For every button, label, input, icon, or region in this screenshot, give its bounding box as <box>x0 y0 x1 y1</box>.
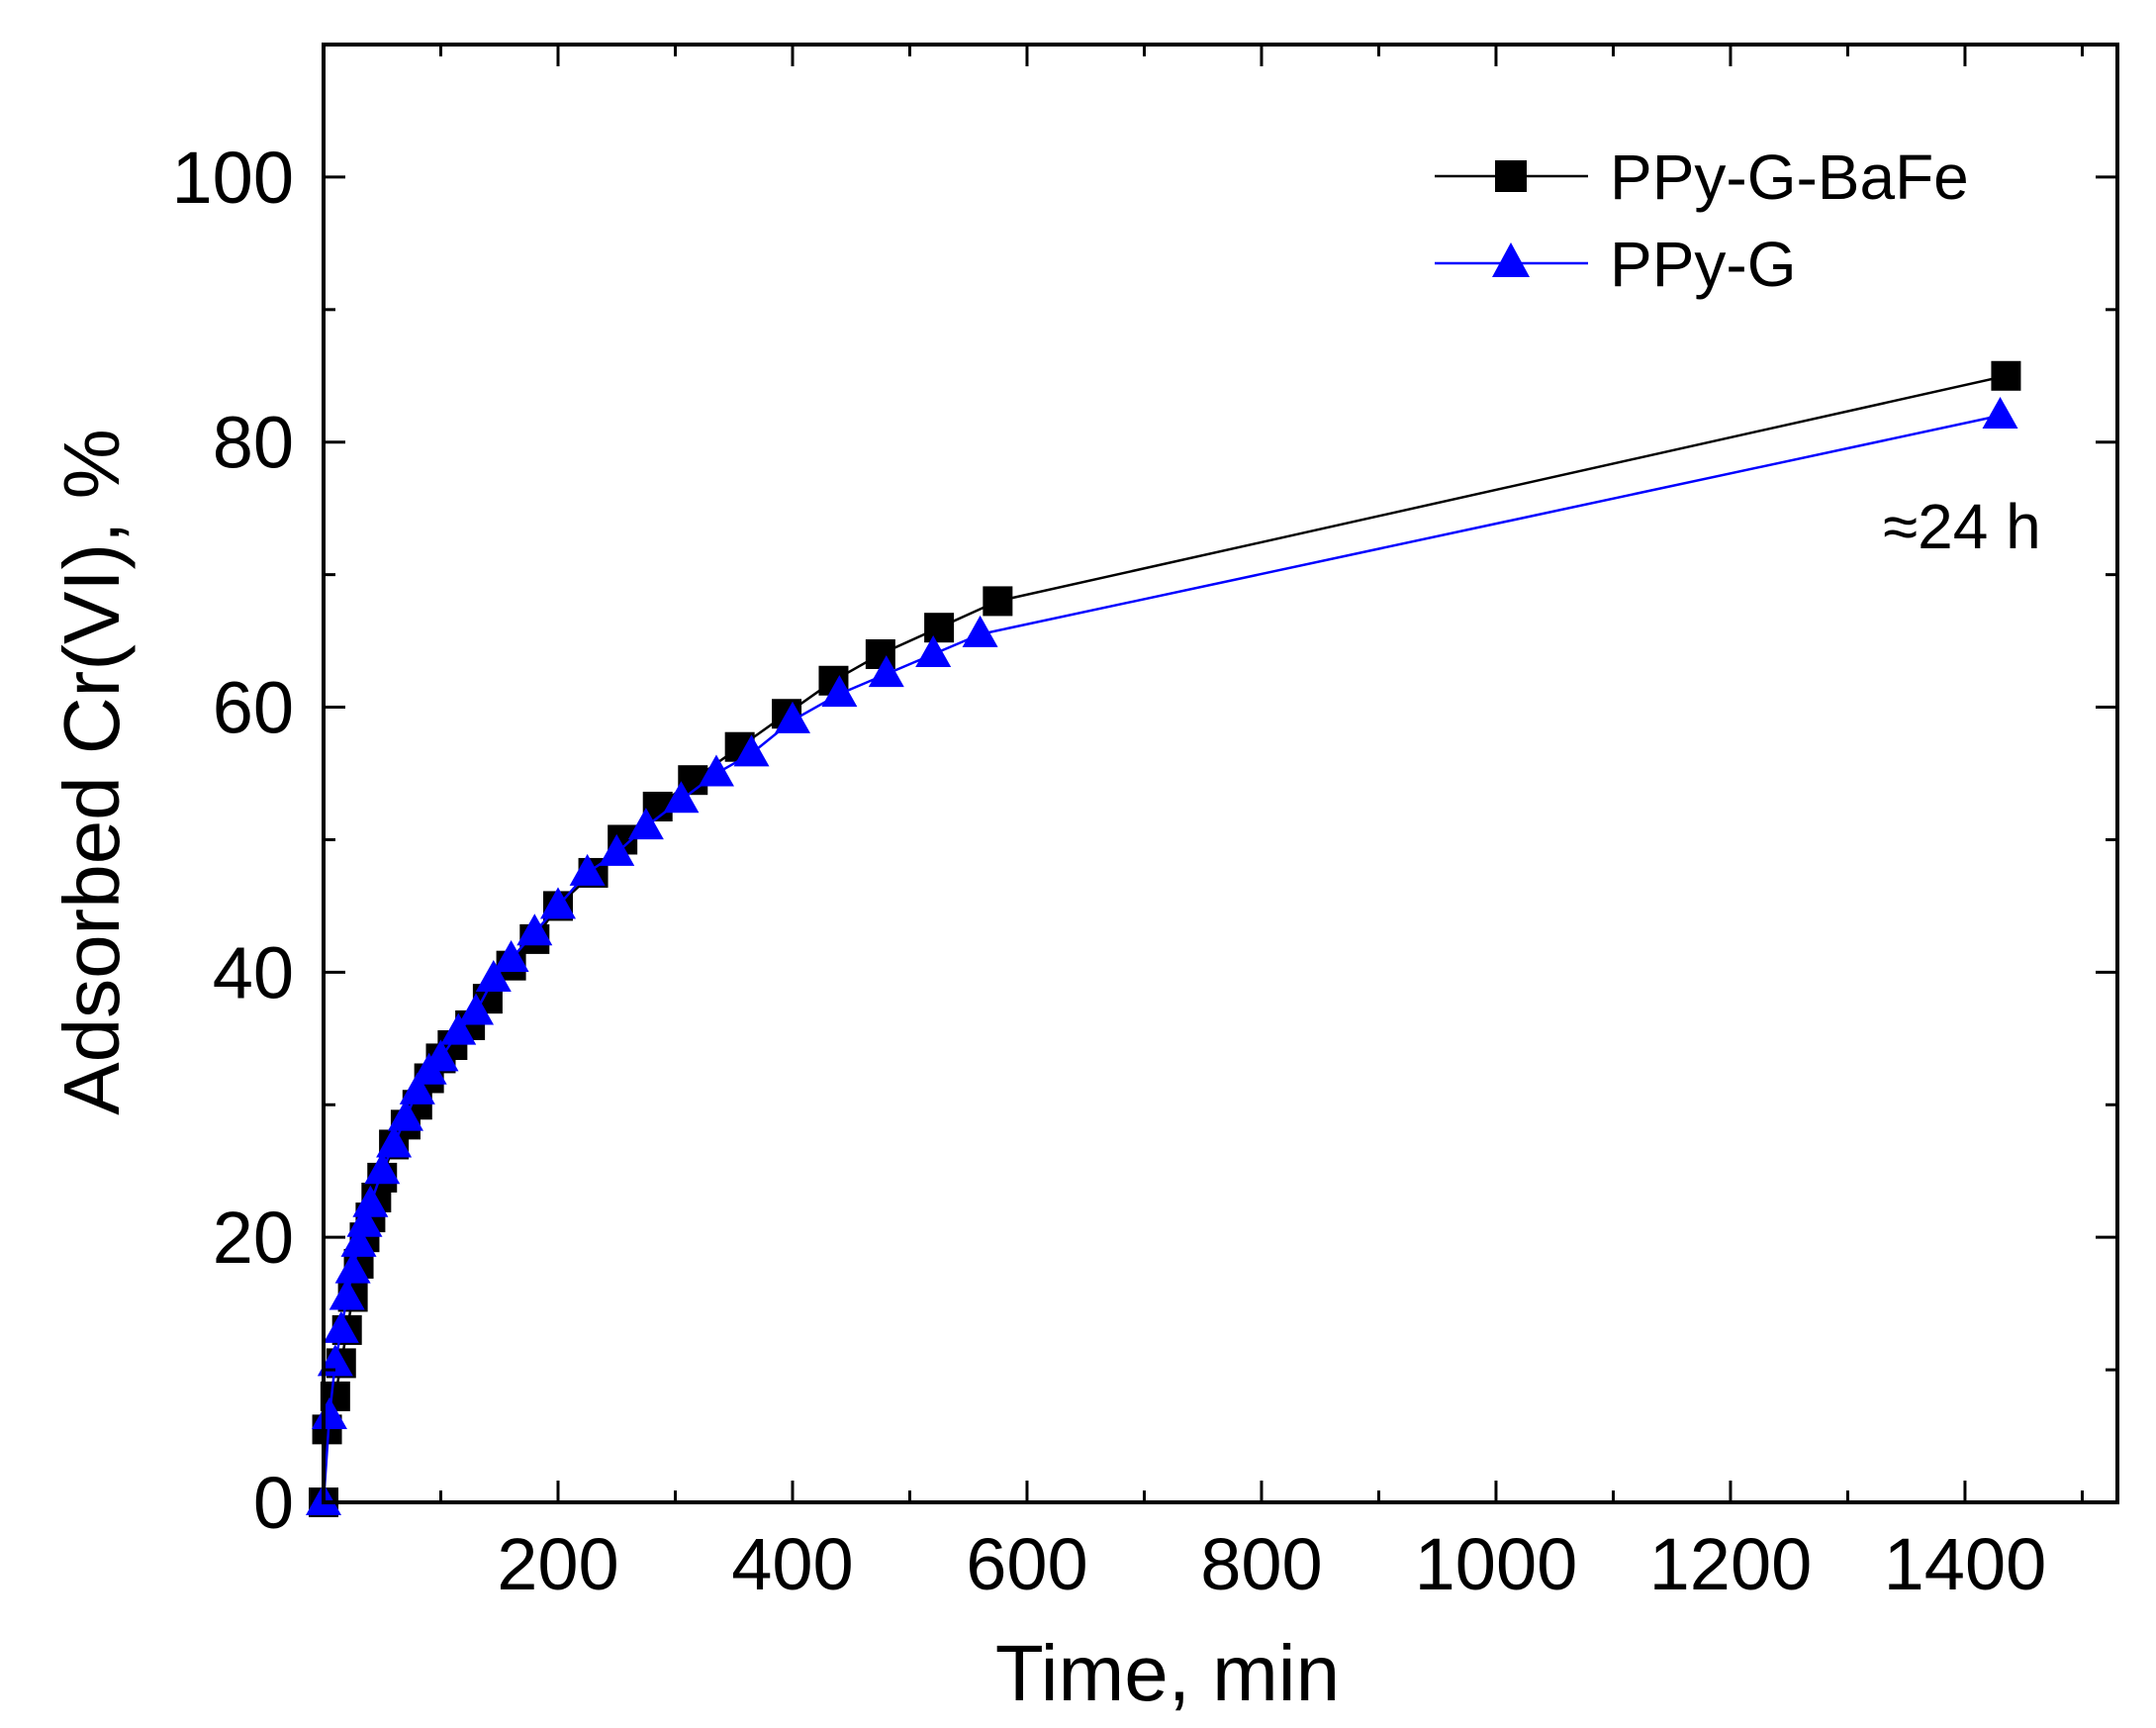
data-point-ppy-g <box>399 1072 435 1104</box>
data-point-ppy-g <box>317 1344 353 1377</box>
legend-marker-ppy-g-bafe <box>1495 160 1527 192</box>
data-point-ppy-g <box>346 1204 383 1237</box>
y-tick-label: 100 <box>172 137 294 219</box>
annotation-24h: ≈24 h <box>1883 491 2041 562</box>
data-point-ppy-g <box>376 1125 413 1158</box>
data-point-ppy-g <box>733 734 770 767</box>
data-point-ppy-g-bafe <box>983 586 1013 617</box>
data-point-ppy-g <box>698 754 734 787</box>
y-tick-label: 0 <box>253 1462 294 1544</box>
data-point-ppy-g <box>1982 396 2018 429</box>
x-tick-label: 1000 <box>1415 1523 1578 1605</box>
legend-marker-ppy-g <box>1492 242 1530 277</box>
y-axis-title: Adsorbed Cr(VI), % <box>47 429 136 1115</box>
data-point-ppy-g <box>440 1012 477 1045</box>
data-point-ppy-g-bafe <box>1991 360 2021 391</box>
data-point-ppy-g <box>821 675 858 708</box>
data-point-ppy-g <box>915 634 952 667</box>
x-tick-label: 200 <box>497 1523 618 1605</box>
legend-label-ppy-g-bafe: PPy-G-BaFe <box>1610 142 1969 213</box>
y-tick-label: 60 <box>213 667 294 749</box>
y-tick-label: 40 <box>213 931 294 1013</box>
y-tick-label: 80 <box>213 402 294 484</box>
data-point-ppy-g <box>458 993 495 1025</box>
data-point-ppy-g <box>364 1152 401 1185</box>
data-point-ppy-g <box>962 615 998 647</box>
data-point-ppy-g-bafe <box>924 613 955 643</box>
data-point-ppy-g <box>663 781 700 814</box>
data-point-ppy-g <box>516 913 553 946</box>
data-point-ppy-g <box>599 833 635 866</box>
data-point-ppy-g <box>475 960 512 993</box>
plot-frame <box>322 43 2119 1504</box>
x-tick-label: 600 <box>966 1523 1087 1605</box>
data-point-ppy-g <box>334 1251 371 1284</box>
data-point-ppy-g <box>323 1310 359 1343</box>
x-tick-label: 1400 <box>1884 1523 2047 1605</box>
data-point-ppy-g <box>311 1396 347 1429</box>
data-point-ppy-g <box>868 655 904 688</box>
axis-ticks: 200 400 600 800 1000 1200 1400 0 20 40 60 80 100 <box>172 45 2117 1605</box>
data-point-ppy-g <box>387 1099 423 1131</box>
data-point-ppy-g <box>422 1039 459 1072</box>
data-point-ppy-g <box>352 1185 389 1217</box>
x-tick-label: 800 <box>1200 1523 1322 1605</box>
data-point-ppy-g <box>569 853 606 886</box>
data-point-ppy-g <box>627 808 664 840</box>
legend-label-ppy-g: PPy-G <box>1610 229 1796 300</box>
data-point-ppy-g <box>774 701 810 733</box>
x-tick-label: 400 <box>731 1523 853 1605</box>
x-axis-title: Time, min <box>995 1629 1340 1717</box>
plot-area <box>306 360 2021 1517</box>
data-point-ppy-g <box>340 1224 377 1257</box>
y-tick-label: 20 <box>213 1197 294 1279</box>
legend: PPy-G-BaFe PPy-G <box>1435 142 1969 300</box>
data-point-ppy-g <box>493 939 529 972</box>
x-tick-label: 1200 <box>1649 1523 1813 1605</box>
data-point-ppy-g <box>328 1278 365 1310</box>
data-point-ppy-g <box>539 887 576 919</box>
